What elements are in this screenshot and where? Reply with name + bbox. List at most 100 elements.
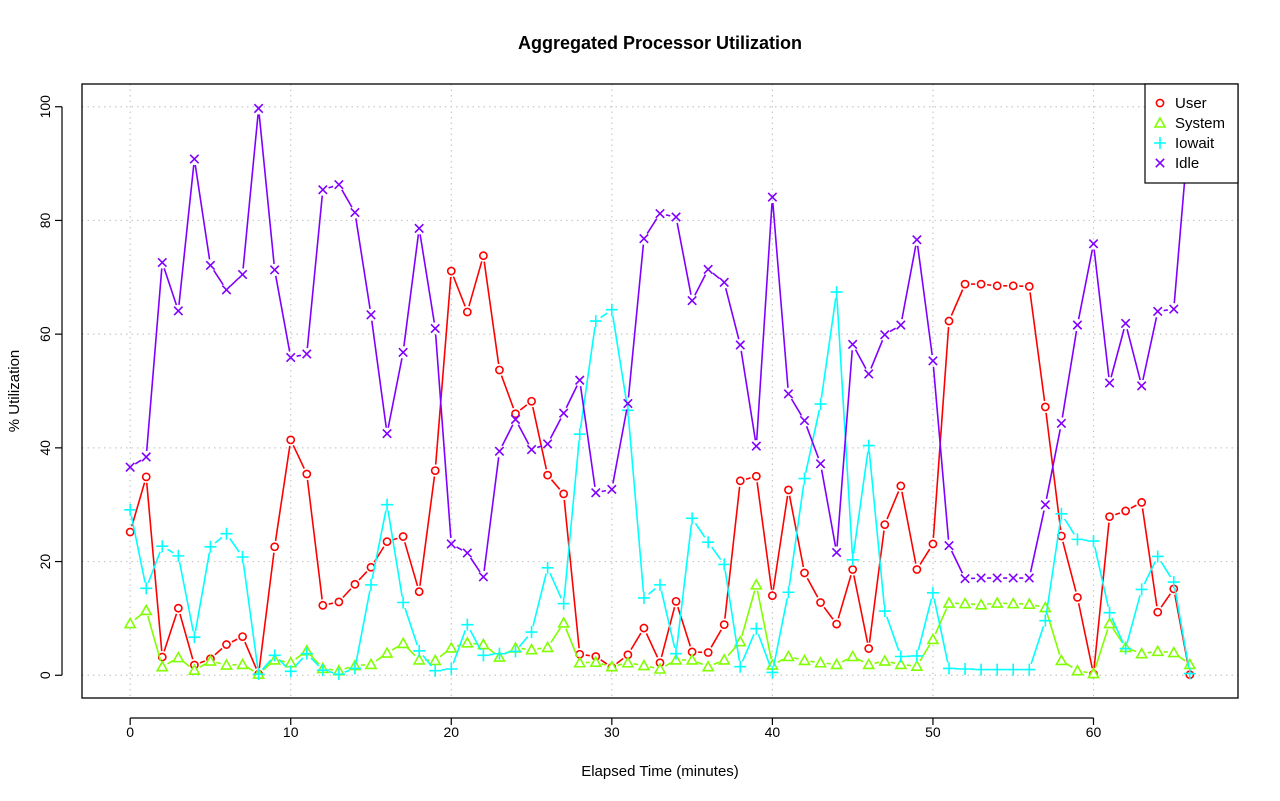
user-segment [1093,522,1110,669]
idle-point [719,277,729,288]
iowait-segment [852,451,869,555]
idle-point [623,398,633,409]
system-segment [537,647,542,650]
iowait-point [1183,667,1196,680]
idle-point [591,487,601,498]
system-segment [1066,663,1073,669]
user-segment [179,613,194,660]
idle-point [847,339,858,350]
system-segment [601,663,607,666]
user-point [848,565,858,574]
iowait-segment [933,598,949,663]
system-point [942,596,956,608]
idle-point [1120,318,1131,329]
idle-segment [296,354,302,357]
system-point [204,654,217,666]
system-segment [1130,648,1137,653]
system-point [814,656,827,668]
idle-point [253,103,264,114]
user-point [751,471,761,481]
user-point [912,565,922,574]
idle-point [944,540,954,551]
user-segment [244,641,257,669]
user-segment [585,654,590,657]
idle-segment [1093,249,1110,378]
iowait-point [670,647,683,660]
iowait-segment [371,510,387,580]
system-point [782,649,795,662]
user-segment [677,606,692,647]
idle-point [269,265,280,275]
idle-point [976,573,986,583]
idle-segment [1163,309,1168,312]
user-segment [519,404,528,411]
idle-point [960,573,970,584]
iowait-point [541,561,554,574]
iowait-segment [229,538,240,553]
idle-point [510,414,521,425]
user-point [832,619,842,629]
y-tick-label: 0 [37,671,53,679]
idle-point [639,233,649,244]
system-segment [1112,628,1123,643]
user-point [880,520,890,530]
idle-segment [950,550,964,574]
user-segment [1062,541,1077,592]
iowait-point [1023,663,1036,676]
idle-point [607,484,617,495]
iowait-segment [579,326,596,429]
system-segment [391,645,399,651]
iowait-point [220,527,233,540]
iowait-segment [868,451,885,606]
iowait-point [926,586,939,599]
iowait-segment [1030,626,1045,665]
x-tick-label: 0 [126,724,134,740]
user-segment [710,629,722,648]
user-segment [563,499,580,649]
idle-point [783,389,794,399]
idle-segment [755,203,773,441]
idle-point [141,452,151,462]
iowait-point [878,605,891,618]
x-tick-label: 10 [283,724,299,740]
user-segment [258,552,275,669]
idle-segment [805,425,820,459]
user-point [1024,281,1034,291]
idle-segment [772,203,789,388]
idle-point [671,212,681,222]
iowait-point [156,540,169,553]
idle-point [285,352,296,363]
idle-segment [419,234,436,323]
user-segment [645,633,659,658]
system-point [733,635,747,647]
idle-point [863,369,874,379]
system-point [380,646,394,658]
user-segment [756,482,773,590]
x-tick-label: 20 [443,724,459,740]
user-segment [452,276,466,307]
user-segment [932,326,950,539]
idle-segment [565,385,578,409]
iowait-segment [836,298,854,554]
user-segment [868,530,885,643]
user-point [703,648,713,657]
iowait-segment [1143,561,1156,585]
user-point [1137,498,1147,507]
idle-segment [194,164,211,260]
system-point [685,653,699,665]
iowait-segment [328,670,334,674]
idle-segment [501,424,514,447]
user-point [944,316,954,326]
user-segment [500,375,515,409]
idle-segment [517,424,530,445]
user-point [1153,607,1163,617]
idle-segment [1061,330,1078,418]
user-point [784,485,793,495]
system-point [717,653,731,665]
iowait-segment [178,561,195,632]
idle-segment [213,269,224,286]
iowait-segment [772,597,789,667]
user-segment [919,548,931,565]
idle-segment [740,350,757,441]
system-point [1006,596,1020,609]
